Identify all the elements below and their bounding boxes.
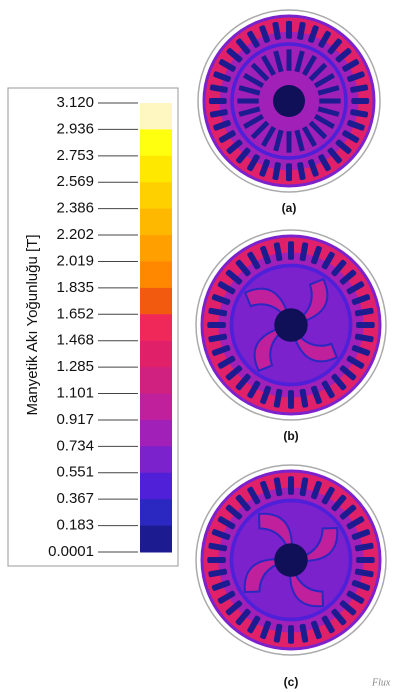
tick-label: 2.753 xyxy=(56,147,94,164)
color-band xyxy=(140,526,172,553)
motor-image xyxy=(196,230,386,420)
color-band xyxy=(140,394,172,421)
slot xyxy=(207,322,226,328)
figure: Manyetik Akı Yoğunluğu [T] Flux 3.120 2.9… xyxy=(0,0,410,692)
colorbar-label: Manyetik Akı Yoğunluğu [T] xyxy=(24,235,41,416)
panel-label: (a) xyxy=(282,201,297,215)
logo: Flux xyxy=(371,677,391,688)
slot xyxy=(207,557,226,563)
tick-label: 0.367 xyxy=(56,490,94,507)
color-band xyxy=(140,235,172,262)
color-band xyxy=(140,156,172,183)
tick-label: 1.101 xyxy=(56,384,94,401)
panel-label: (c) xyxy=(284,675,299,689)
color-band xyxy=(140,103,172,130)
tick-label: 1.285 xyxy=(56,358,94,375)
color-band xyxy=(140,129,172,156)
color-band xyxy=(140,473,172,500)
tick-label: 1.652 xyxy=(56,305,94,322)
panel-label: (b) xyxy=(283,429,298,443)
slot xyxy=(209,98,227,104)
tick-label: 0.734 xyxy=(56,437,94,454)
tick-label: 2.569 xyxy=(56,173,94,190)
motor-image xyxy=(198,10,380,192)
tick-label: 0.917 xyxy=(56,411,94,428)
shaft xyxy=(274,543,307,576)
slot xyxy=(286,21,292,39)
color-band xyxy=(140,420,172,447)
tick-label: 2.386 xyxy=(56,200,94,217)
tick-label: 2.019 xyxy=(56,252,94,269)
color-band xyxy=(140,261,172,288)
slot xyxy=(288,241,294,260)
tick-label: 2.202 xyxy=(56,226,94,243)
slot xyxy=(288,476,294,495)
slot xyxy=(356,557,375,563)
tick-label: 3.120 xyxy=(56,94,94,111)
slot xyxy=(288,625,294,644)
rotor-bar xyxy=(237,99,258,104)
tick-label: 2.936 xyxy=(56,120,94,137)
color-band xyxy=(140,499,172,526)
slot xyxy=(356,322,375,328)
shaft xyxy=(273,85,305,117)
color-band xyxy=(140,341,172,368)
slot xyxy=(288,390,294,409)
color-band xyxy=(140,446,172,473)
rotor-bar xyxy=(287,131,292,152)
tick-label: 1.835 xyxy=(56,279,94,296)
color-band xyxy=(140,182,172,209)
shaft xyxy=(274,308,307,341)
tick-label: 0.0001 xyxy=(48,543,94,560)
color-band xyxy=(140,288,172,315)
rotor-bar xyxy=(287,49,292,70)
tick-label: 0.183 xyxy=(56,517,94,534)
tick-label: 1.468 xyxy=(56,332,94,349)
motor-image xyxy=(196,465,386,655)
slot xyxy=(286,163,292,181)
slot xyxy=(351,98,369,104)
tick-label: 0.551 xyxy=(56,464,94,481)
rotor-bar xyxy=(319,99,340,104)
color-band xyxy=(140,314,172,341)
color-band xyxy=(140,367,172,394)
color-band xyxy=(140,209,172,236)
